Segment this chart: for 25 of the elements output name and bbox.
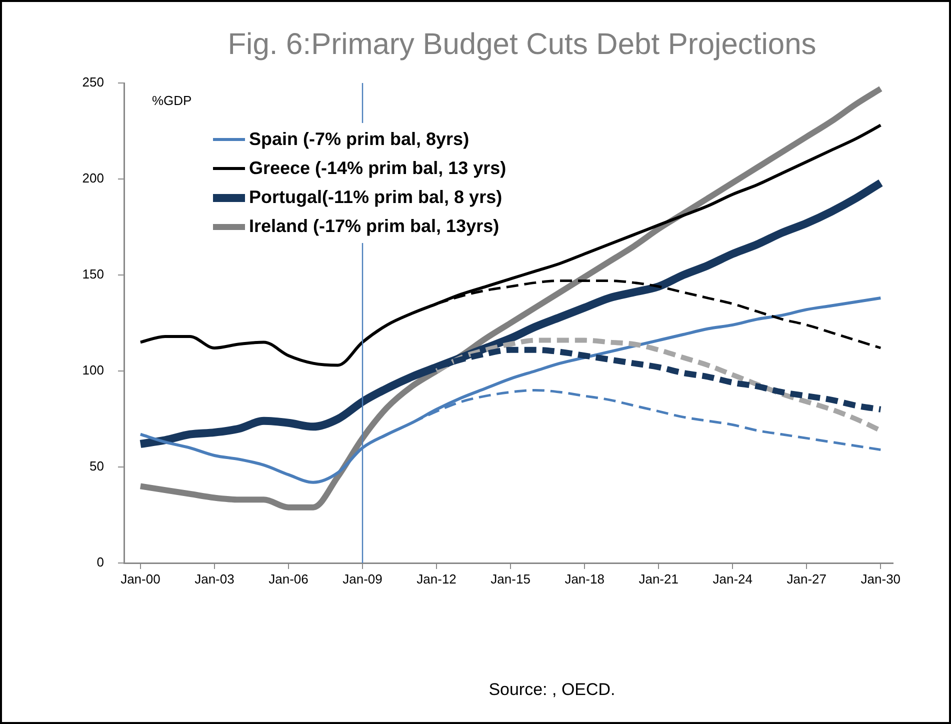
y-tick-label: 200 <box>82 170 104 186</box>
x-tick-label: Jan-30 <box>860 571 901 586</box>
x-tick-label: Jan-00 <box>120 571 160 586</box>
legend-label: Spain (-7% prim bal, 8yrs) <box>249 129 470 150</box>
source-note: Source: , OECD. <box>488 680 616 700</box>
y-tick-label: 150 <box>82 266 104 282</box>
legend-label: Portugal(-11% prim bal, 8 yrs) <box>249 187 502 208</box>
y-tick-label: 50 <box>90 458 104 474</box>
chart-title: Fig. 6:Primary Budget Cuts Debt Projections <box>226 28 818 62</box>
y-tick-label: 100 <box>82 362 104 378</box>
x-tick-label: Jan-18 <box>564 571 604 586</box>
line-series <box>138 124 882 367</box>
y-axis-title: %GDP <box>152 93 192 108</box>
x-tick-label: Jan-09 <box>342 571 382 586</box>
x-tick-label: Jan-21 <box>638 571 678 586</box>
legend-label: Ireland (-17% prim bal, 13yrs) <box>249 216 500 237</box>
x-tick-label: Jan-27 <box>786 571 827 586</box>
x-tick-label: Jan-06 <box>268 571 308 586</box>
y-tick-label: 250 <box>82 74 104 90</box>
x-tick-label: Jan-24 <box>712 571 752 586</box>
x-tick-label: Jan-03 <box>194 571 234 586</box>
y-tick-label: 0 <box>96 554 104 570</box>
legend-label: Greece (-14% prim bal, 13 yrs) <box>249 158 506 179</box>
x-tick-label: Jan-15 <box>490 571 530 586</box>
x-tick-label: Jan-12 <box>416 571 456 586</box>
